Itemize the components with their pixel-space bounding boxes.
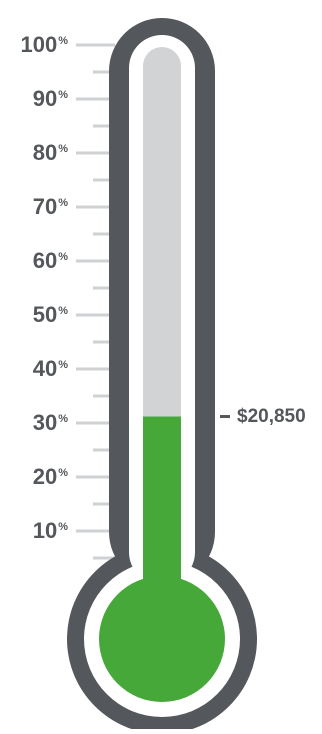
raised-amount-label: $20,850 [237,405,306,427]
scale-label-value: 30 [32,410,58,435]
scale-label-40: 40% [0,358,68,380]
percent-sign: % [58,466,68,479]
scale-label-value: 70 [32,194,58,219]
thermometer-bulb-fill [99,576,225,702]
scale-label-60: 60% [0,250,68,272]
percent-sign: % [58,250,68,263]
percent-sign: % [58,34,68,47]
scale-label-100: 100% [0,32,69,57]
scale-label-value: 20 [32,464,58,489]
scale-label-70: 70% [0,196,68,218]
scale-label-80: 80% [0,142,68,164]
percent-sign: % [58,304,68,317]
percent-sign: % [58,196,68,209]
scale-label-50: 50% [0,304,68,326]
percent-sign: % [58,520,68,533]
percent-sign: % [58,412,68,425]
scale-label-30: 30% [0,412,68,434]
scale-label-value: 10 [32,518,58,543]
scale-label-20: 20% [0,466,68,488]
scale-label-value: 50 [32,302,58,327]
scale-label-10: 10% [0,520,68,542]
scale-label-value: 40 [32,356,58,381]
scale-label-value: 100 [20,32,58,57]
scale-label-90: 90% [0,88,68,110]
scale-label-value: 60 [32,248,58,273]
scale-label-value: 90 [32,86,58,111]
percent-sign: % [58,358,68,371]
percent-sign: % [58,88,68,101]
percent-sign: % [58,142,68,155]
thermometer-body [67,18,257,734]
scale-label-value: 80 [32,140,58,165]
